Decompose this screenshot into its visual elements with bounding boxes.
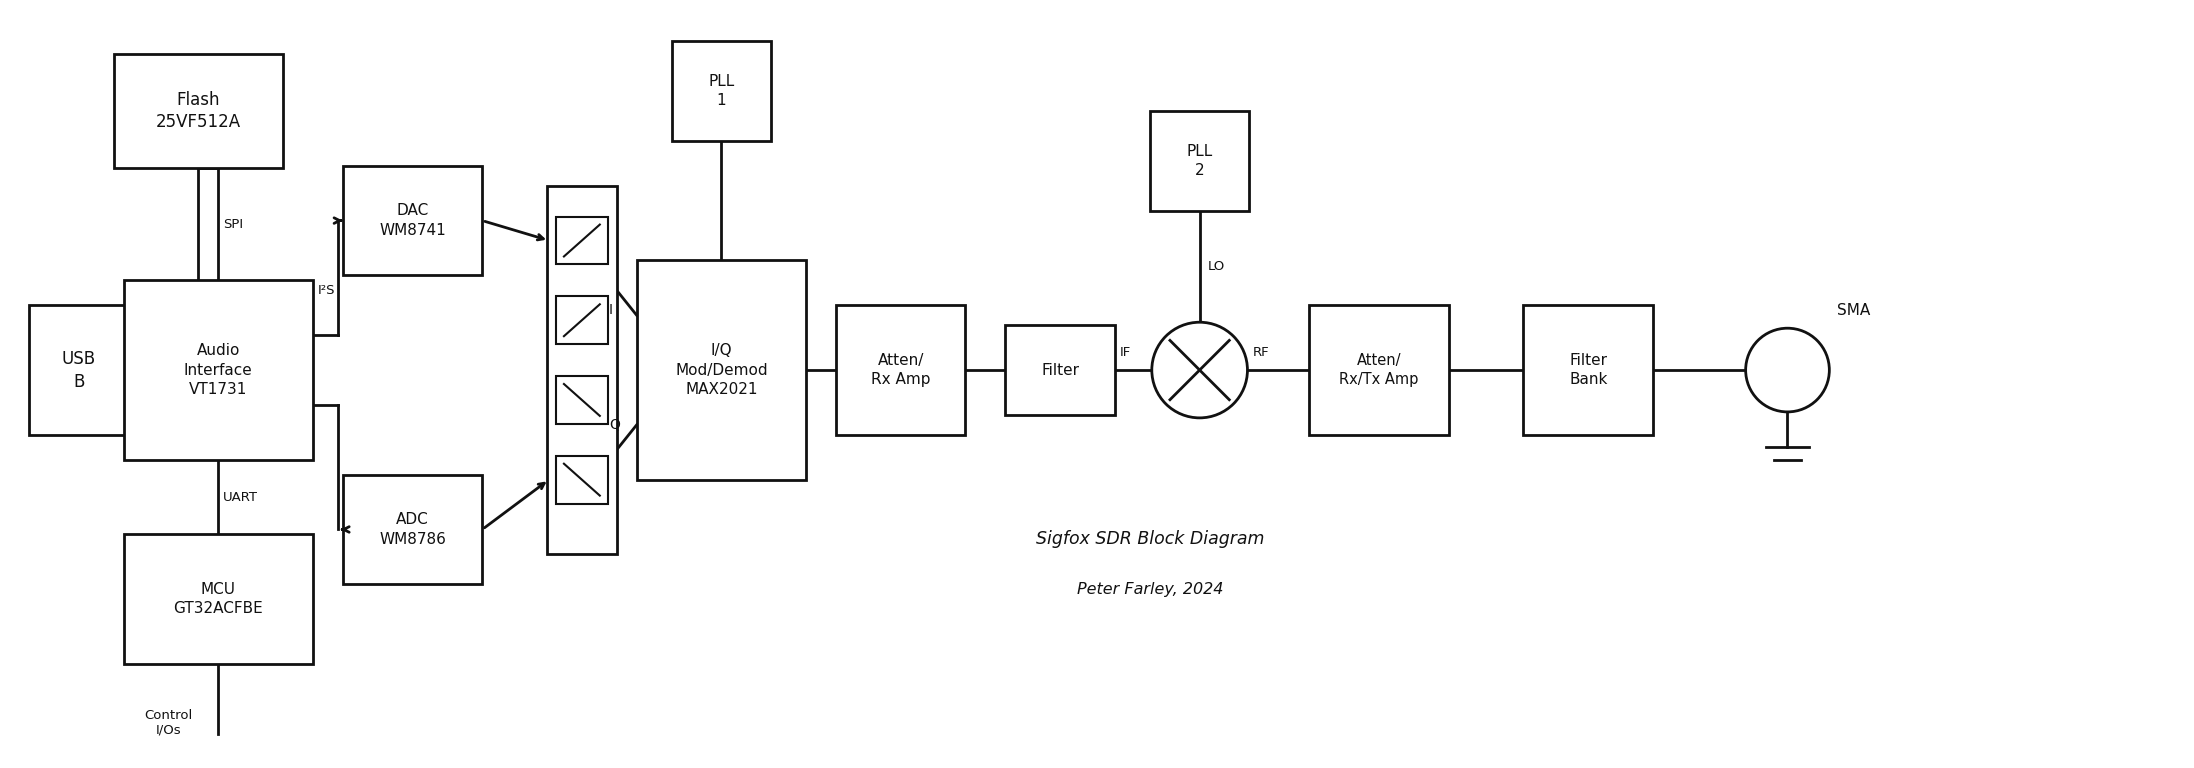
Text: SMA: SMA: [1836, 303, 1871, 318]
Bar: [836, 306, 965, 435]
Bar: [1310, 306, 1448, 435]
Text: DAC
WM8741: DAC WM8741: [380, 204, 445, 237]
Text: LO: LO: [1207, 260, 1224, 273]
Text: Control
I/Os: Control I/Os: [145, 709, 193, 737]
Bar: [555, 217, 608, 264]
Bar: [555, 296, 608, 344]
Text: USB
B: USB B: [61, 349, 97, 390]
Bar: [1523, 306, 1652, 435]
Text: Atten/
Rx/Tx Amp: Atten/ Rx/Tx Amp: [1338, 353, 1420, 387]
Text: Q: Q: [608, 418, 619, 432]
Text: PLL
2: PLL 2: [1187, 144, 1213, 178]
Text: UART: UART: [224, 491, 259, 504]
Text: Sigfox SDR Block Diagram: Sigfox SDR Block Diagram: [1036, 531, 1264, 548]
Text: Audio
Interface
VT1731: Audio Interface VT1731: [184, 343, 252, 397]
Text: I²S: I²S: [318, 284, 336, 297]
Text: I: I: [608, 303, 612, 317]
Bar: [1150, 111, 1248, 210]
Bar: [123, 280, 314, 460]
Bar: [114, 54, 283, 168]
Text: Peter Farley, 2024: Peter Farley, 2024: [1077, 581, 1222, 597]
Bar: [342, 475, 483, 584]
Bar: [636, 260, 805, 480]
Bar: [29, 306, 129, 435]
Bar: [1005, 325, 1115, 415]
Text: ADC
WM8786: ADC WM8786: [380, 512, 445, 547]
Text: Atten/
Rx Amp: Atten/ Rx Amp: [871, 353, 930, 387]
Text: IF: IF: [1119, 346, 1132, 359]
Circle shape: [1746, 328, 1830, 412]
Text: MCU
GT32ACFBE: MCU GT32ACFBE: [173, 582, 263, 616]
Text: I/Q
Mod/Demod
MAX2021: I/Q Mod/Demod MAX2021: [676, 343, 768, 397]
Text: RF: RF: [1253, 346, 1268, 359]
Text: PLL
1: PLL 1: [709, 74, 735, 108]
Text: Filter
Bank: Filter Bank: [1569, 353, 1608, 387]
Bar: [123, 535, 314, 664]
Bar: [555, 455, 608, 504]
Circle shape: [1152, 323, 1248, 418]
Bar: [546, 186, 617, 554]
Bar: [671, 41, 770, 141]
Bar: [342, 166, 483, 276]
Text: Flash
25VF512A: Flash 25VF512A: [156, 91, 241, 131]
Text: Filter: Filter: [1042, 362, 1079, 378]
Bar: [555, 376, 608, 424]
Text: SPI: SPI: [224, 218, 244, 231]
